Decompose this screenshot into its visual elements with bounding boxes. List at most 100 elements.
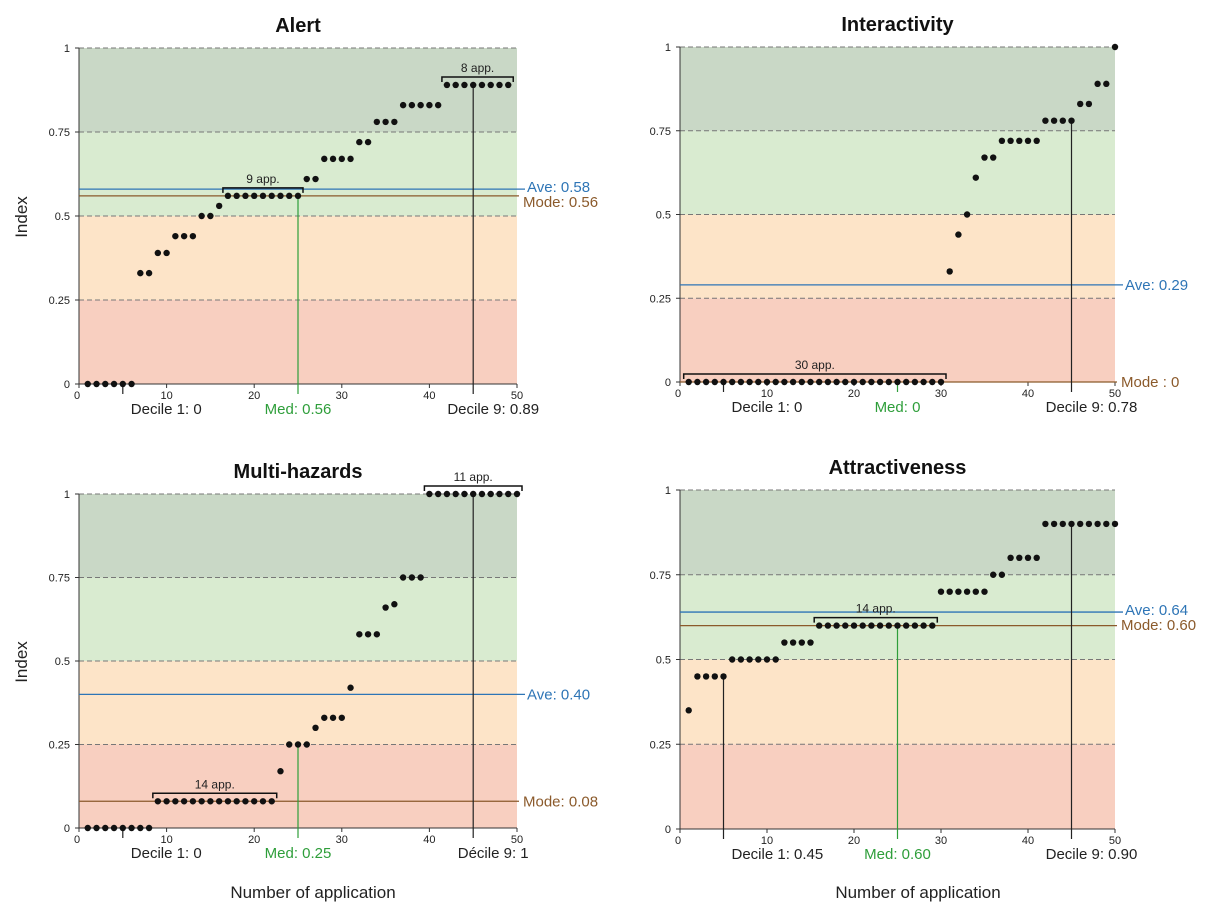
data-point bbox=[1033, 554, 1040, 561]
data-point bbox=[894, 622, 901, 629]
data-point bbox=[373, 631, 381, 638]
band-4 bbox=[79, 494, 517, 578]
data-point bbox=[981, 154, 988, 161]
data-point bbox=[391, 118, 398, 126]
data-point bbox=[990, 154, 997, 161]
data-point bbox=[426, 101, 433, 109]
data-point bbox=[937, 378, 945, 386]
x-tick-label: 50 bbox=[511, 834, 523, 846]
data-point bbox=[470, 490, 477, 498]
x-tick-label: 40 bbox=[423, 834, 435, 846]
data-point bbox=[215, 798, 223, 805]
data-point bbox=[824, 378, 832, 386]
data-point bbox=[242, 192, 249, 200]
data-point bbox=[461, 81, 468, 89]
x-tick-label: 30 bbox=[336, 834, 348, 846]
data-point bbox=[694, 378, 701, 386]
x-tick-label: 0 bbox=[74, 834, 80, 846]
data-point bbox=[215, 202, 223, 210]
median-label: Med: 0.60 bbox=[864, 846, 931, 863]
data-point bbox=[224, 798, 232, 805]
data-point bbox=[946, 588, 953, 595]
x-tick-label: 20 bbox=[848, 388, 860, 400]
x-tick-label: 50 bbox=[511, 390, 523, 402]
data-point bbox=[373, 118, 381, 126]
data-point bbox=[946, 268, 953, 275]
data-point bbox=[443, 81, 451, 89]
data-point bbox=[356, 138, 363, 146]
y-tick-label: 0 bbox=[64, 379, 70, 391]
data-point bbox=[1024, 137, 1032, 144]
average-label: Ave: 0.29 bbox=[1125, 277, 1188, 294]
data-point bbox=[737, 656, 745, 663]
x-tick-label: 50 bbox=[1109, 835, 1121, 847]
bracket bbox=[152, 792, 278, 799]
data-point bbox=[1050, 117, 1058, 124]
data-point bbox=[1007, 137, 1014, 144]
data-point bbox=[496, 81, 503, 89]
x-tick-label: 10 bbox=[160, 390, 172, 402]
x-tick-label: 40 bbox=[1022, 835, 1034, 847]
data-point bbox=[102, 380, 109, 388]
data-point bbox=[259, 192, 267, 200]
data-point bbox=[119, 824, 127, 832]
data-point bbox=[807, 639, 814, 646]
data-point bbox=[981, 588, 988, 595]
data-point bbox=[711, 673, 718, 680]
band-1 bbox=[680, 298, 1115, 382]
data-point bbox=[1007, 554, 1014, 561]
x-tick-label: 10 bbox=[761, 388, 773, 400]
data-point bbox=[720, 378, 727, 386]
data-point bbox=[833, 378, 840, 386]
x-tick-label: 10 bbox=[160, 834, 172, 846]
data-point bbox=[347, 684, 354, 691]
chart-title: Multi-hazards bbox=[234, 461, 363, 483]
data-point bbox=[842, 378, 849, 386]
data-point bbox=[711, 378, 718, 386]
y-tick-label: 0.25 bbox=[650, 293, 671, 305]
chart-title: Attractiveness bbox=[829, 457, 967, 479]
mode-label: Mode: 0.56 bbox=[523, 194, 598, 211]
data-point bbox=[833, 622, 840, 629]
data-point bbox=[286, 192, 293, 200]
y-tick-label: 0.5 bbox=[656, 210, 671, 222]
data-point bbox=[763, 378, 771, 386]
median-label: Med: 0.25 bbox=[265, 845, 332, 862]
bracket bbox=[813, 616, 939, 623]
decile1-label: Decile 1: 0 bbox=[131, 845, 202, 862]
chart-title: Interactivity bbox=[841, 14, 954, 36]
data-point bbox=[251, 798, 258, 805]
mode-label: Mode : 0 bbox=[1121, 374, 1179, 391]
data-point bbox=[929, 622, 936, 629]
data-point bbox=[268, 798, 275, 805]
x-tick-label: 10 bbox=[761, 835, 773, 847]
data-point bbox=[259, 798, 267, 805]
data-point bbox=[461, 490, 468, 498]
data-point bbox=[920, 378, 927, 386]
ylabel-bottom: Index bbox=[12, 641, 31, 683]
data-point bbox=[850, 378, 858, 386]
data-point bbox=[755, 656, 762, 663]
data-point bbox=[772, 378, 779, 386]
band-4 bbox=[680, 47, 1115, 131]
xlabel-left: Number of application bbox=[230, 883, 395, 902]
x-tick-label: 30 bbox=[935, 388, 947, 400]
xlabel-right: Number of application bbox=[835, 883, 1000, 902]
data-point bbox=[364, 631, 372, 638]
y-tick-label: 0.25 bbox=[650, 739, 671, 751]
data-point bbox=[1059, 520, 1067, 528]
data-point bbox=[198, 212, 205, 220]
data-point bbox=[329, 714, 337, 721]
data-point bbox=[364, 138, 372, 146]
data-point bbox=[382, 604, 389, 611]
data-point bbox=[859, 622, 866, 629]
data-point bbox=[868, 378, 875, 386]
data-point bbox=[145, 824, 153, 832]
data-point bbox=[789, 378, 797, 386]
y-tick-label: 0.25 bbox=[49, 740, 70, 752]
data-point bbox=[128, 824, 135, 832]
